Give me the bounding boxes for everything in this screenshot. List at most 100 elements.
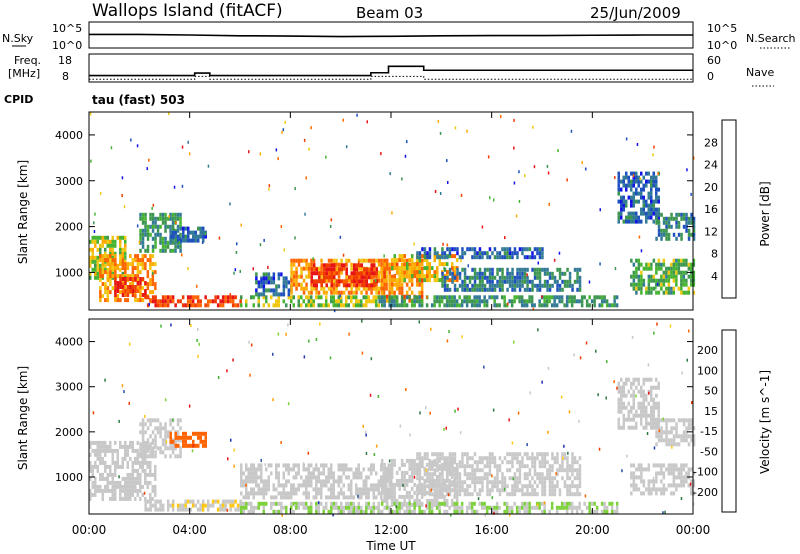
power-cell	[196, 299, 200, 304]
velocity-speckle	[662, 511, 664, 515]
power-cell	[416, 262, 419, 267]
velocity-cell	[443, 488, 447, 493]
power-cell	[488, 287, 492, 292]
power-cell	[265, 299, 268, 304]
power-cell	[345, 279, 348, 284]
power-cell	[630, 211, 633, 216]
power-cell	[652, 278, 656, 283]
power-cell	[465, 299, 469, 304]
velocity-cell	[630, 475, 633, 480]
velocity-cell	[322, 505, 325, 510]
velocity-cell	[99, 440, 102, 445]
power-cell	[310, 295, 313, 300]
power-cell	[313, 283, 316, 288]
power-cell	[307, 299, 310, 304]
power-cell	[187, 234, 190, 239]
power-cell	[443, 275, 447, 280]
velocity-cell	[692, 438, 696, 443]
power-cell	[129, 254, 132, 259]
velocity-cell	[325, 463, 328, 468]
power-cell	[503, 275, 507, 280]
power-cell	[186, 303, 190, 308]
velocity-x-ticks	[88, 319, 694, 514]
velocity-cell	[144, 456, 147, 461]
velocity-cell	[498, 456, 502, 461]
velocity-cell	[675, 442, 678, 447]
velocity-cell	[380, 478, 384, 483]
velocity-cell	[578, 492, 582, 497]
power-cell	[541, 267, 544, 272]
power-cell	[662, 258, 666, 263]
power-speckle	[181, 145, 184, 149]
power-cell	[111, 247, 114, 252]
power-speckle	[136, 224, 139, 228]
power-speckle	[546, 164, 549, 168]
power-cell	[680, 212, 683, 217]
power-cell	[642, 187, 645, 192]
velocity-cell	[632, 377, 635, 382]
velocity-cell	[423, 484, 427, 489]
power-cell	[493, 295, 496, 300]
power-cell	[627, 211, 630, 216]
power-cell	[370, 299, 373, 304]
power-cell	[174, 244, 177, 249]
power-cell	[503, 303, 506, 308]
power-cell	[164, 244, 167, 249]
velocity-cell	[179, 438, 182, 443]
power-cell	[458, 255, 462, 260]
velocity-cell	[367, 467, 370, 472]
power-cell	[161, 295, 165, 300]
velocity-cell	[305, 505, 308, 510]
velocity-cell	[491, 480, 494, 485]
power-speckle	[460, 259, 462, 263]
velocity-cell	[445, 501, 449, 506]
velocity-cell	[182, 439, 185, 444]
velocity-cell	[229, 507, 232, 512]
power-cell	[496, 279, 499, 284]
velocity-y-axis-label: Slant Range [km]	[16, 366, 30, 470]
power-cell	[443, 283, 447, 288]
velocity-cell	[154, 484, 157, 489]
power-cell	[322, 290, 326, 295]
power-cell	[622, 219, 625, 224]
power-cell	[687, 216, 691, 221]
velocity-cell	[652, 405, 655, 410]
velocity-cell	[491, 456, 494, 461]
velocity-cell	[445, 462, 449, 467]
power-cell	[368, 267, 371, 272]
velocity-speckle	[447, 493, 450, 497]
velocity-y-tick-label: 3000	[55, 381, 83, 394]
power-cell	[670, 212, 673, 217]
power-cell	[186, 299, 190, 304]
power-cell	[451, 279, 454, 284]
velocity-cell	[435, 478, 439, 483]
nave-tick-top: 60	[707, 54, 721, 67]
velocity-cell	[573, 460, 577, 465]
power-cell	[655, 187, 658, 192]
velocity-speckle	[691, 401, 693, 405]
power-cell	[680, 290, 683, 295]
velocity-cell	[136, 480, 139, 485]
power-cell	[325, 295, 328, 300]
velocity-cell	[566, 492, 569, 497]
power-cell	[468, 299, 471, 304]
power-y-axis-label: Slant Range [km]	[16, 160, 30, 264]
velocity-cell	[330, 483, 333, 488]
velocity-cell	[355, 475, 358, 480]
velocity-cell	[680, 434, 683, 439]
velocity-cell	[428, 472, 432, 477]
power-cell	[229, 299, 232, 304]
velocity-cell	[129, 456, 132, 461]
power-cell	[396, 266, 399, 271]
power-cell	[332, 286, 336, 291]
velocity-cell	[350, 491, 353, 496]
velocity-speckle	[245, 483, 247, 487]
power-cell	[355, 283, 358, 288]
velocity-cell	[372, 487, 375, 492]
velocity-speckle	[172, 418, 174, 422]
velocity-cell	[315, 475, 318, 480]
power-cell	[179, 238, 182, 243]
velocity-cell	[670, 430, 673, 435]
power-cell	[340, 299, 343, 304]
velocity-cell	[593, 501, 596, 506]
